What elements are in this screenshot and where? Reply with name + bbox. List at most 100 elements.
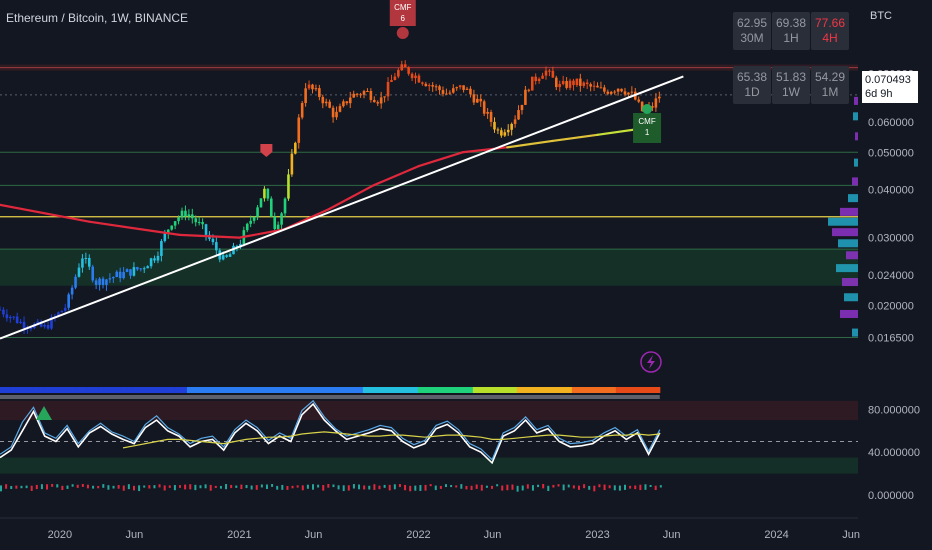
candle-body bbox=[637, 100, 640, 102]
candle-body bbox=[335, 112, 338, 117]
candle-body bbox=[318, 88, 321, 97]
histogram-bar bbox=[639, 485, 641, 490]
time-tick-label: Jun bbox=[842, 529, 860, 541]
histogram-bar bbox=[271, 484, 273, 487]
candle-body bbox=[655, 98, 658, 107]
candle-body bbox=[146, 266, 149, 268]
candle-body bbox=[562, 81, 565, 84]
candle-body bbox=[2, 310, 5, 315]
candle-body bbox=[400, 64, 403, 70]
histogram-bar bbox=[583, 484, 585, 488]
trend-band-segment bbox=[374, 387, 385, 393]
candle-body bbox=[339, 106, 342, 112]
price-pane[interactable] bbox=[0, 60, 858, 338]
histogram-bar bbox=[148, 485, 150, 488]
rsi-timeframe: 30M bbox=[733, 31, 771, 46]
time-tick-label: Jun bbox=[484, 529, 502, 541]
histogram-bar bbox=[220, 486, 222, 489]
candle-body bbox=[603, 87, 606, 91]
candle-body bbox=[411, 74, 414, 78]
trend-band-segment bbox=[550, 387, 561, 393]
candle-body bbox=[363, 91, 366, 95]
support-zone bbox=[0, 249, 858, 286]
candle-body bbox=[212, 239, 215, 242]
candle-body bbox=[534, 77, 537, 81]
rsi-tile-1m: 54.29 1M bbox=[811, 66, 849, 104]
candle-body bbox=[308, 85, 311, 89]
histogram-bar bbox=[440, 486, 442, 489]
histogram-bar bbox=[210, 485, 212, 491]
candle-body bbox=[469, 89, 472, 95]
candle-body bbox=[246, 224, 249, 230]
candle-body bbox=[253, 217, 256, 221]
histogram-bar bbox=[194, 485, 196, 490]
candle-body bbox=[133, 267, 136, 276]
candle-body bbox=[476, 99, 479, 103]
rsi-tile-1h: 69.38 1H bbox=[772, 12, 810, 50]
trend-band-segment bbox=[594, 387, 605, 393]
indicator-pane[interactable] bbox=[0, 387, 858, 492]
indicator-tick-label: 40.000000 bbox=[868, 447, 920, 459]
histogram-bar bbox=[61, 486, 63, 490]
candle-body bbox=[548, 71, 551, 72]
oversold-zone bbox=[0, 458, 858, 474]
histogram-bar bbox=[312, 484, 314, 489]
candle-body bbox=[229, 254, 232, 257]
histogram-bar bbox=[629, 486, 631, 489]
candle-body bbox=[596, 86, 599, 88]
rsi-tile-1w: 51.83 1W bbox=[772, 66, 810, 104]
candle-body bbox=[538, 79, 541, 81]
candle-body bbox=[466, 89, 469, 90]
histogram-bar bbox=[128, 484, 130, 489]
histogram-bar bbox=[338, 485, 340, 489]
candle-body bbox=[0, 310, 1, 311]
candle-body bbox=[586, 83, 589, 85]
trend-band-segment bbox=[495, 387, 506, 393]
candle-body bbox=[545, 71, 548, 76]
candle-body bbox=[109, 278, 112, 279]
candle-body bbox=[6, 314, 9, 318]
candle-body bbox=[198, 222, 201, 223]
trend-band-segment bbox=[11, 387, 22, 393]
candle-body bbox=[164, 234, 167, 241]
candle-body bbox=[139, 268, 142, 269]
candle-body bbox=[500, 130, 503, 135]
candle-body bbox=[280, 213, 283, 224]
candle-body bbox=[627, 93, 630, 95]
candle-body bbox=[270, 199, 273, 217]
histogram-bar bbox=[297, 485, 299, 487]
volume-profile-bar bbox=[842, 278, 858, 286]
histogram-bar bbox=[373, 484, 375, 490]
candle-body bbox=[490, 112, 493, 122]
histogram-bar bbox=[26, 486, 28, 489]
trend-band-segment bbox=[242, 387, 253, 393]
candle-body bbox=[47, 325, 50, 329]
rsi-value: 62.95 bbox=[733, 16, 771, 31]
candle-body bbox=[610, 92, 613, 94]
candle-body bbox=[356, 94, 359, 95]
candle-body bbox=[624, 91, 627, 94]
histogram-bar bbox=[225, 484, 227, 489]
cmf-marker-pin bbox=[397, 27, 409, 39]
candle-body bbox=[366, 91, 369, 92]
rsi-timeframe: 1H bbox=[772, 31, 810, 46]
volume-profile-bar bbox=[832, 228, 858, 236]
histogram-bar bbox=[292, 486, 294, 488]
candle-body bbox=[277, 225, 280, 229]
histogram-bar bbox=[66, 486, 68, 489]
currency-label: BTC bbox=[870, 10, 892, 22]
volume-profile-bar bbox=[855, 132, 858, 140]
trend-band-segment bbox=[0, 387, 11, 393]
candle-body bbox=[174, 221, 177, 225]
candle-body bbox=[473, 94, 476, 102]
candle-body bbox=[452, 88, 455, 92]
candle-body bbox=[102, 279, 105, 285]
time-tick-label: 2022 bbox=[406, 529, 430, 541]
candle-body bbox=[373, 100, 376, 102]
candle-body bbox=[150, 258, 153, 266]
candle-body bbox=[249, 221, 252, 224]
histogram-bar bbox=[92, 486, 94, 489]
histogram-bar bbox=[414, 486, 416, 491]
candle-body bbox=[170, 226, 173, 230]
histogram-bar bbox=[609, 485, 611, 488]
